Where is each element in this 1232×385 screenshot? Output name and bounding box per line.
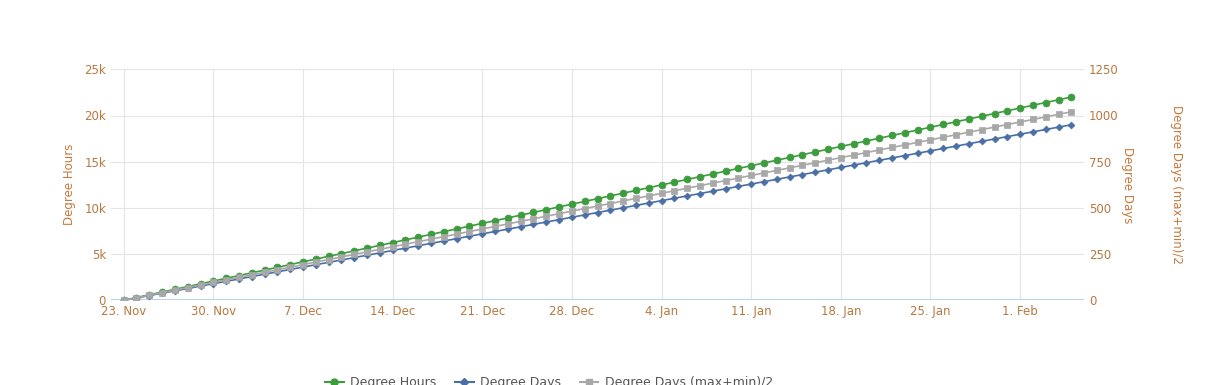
Y-axis label: Degree Hours: Degree Hours	[63, 144, 76, 226]
Text: Degree Days: Degree Days	[1121, 147, 1133, 223]
Legend: Degree Hours, Degree Days, Degree Days (max+min)/2: Degree Hours, Degree Days, Degree Days (…	[320, 371, 777, 385]
Text: Degree Days (max+min)/2: Degree Days (max+min)/2	[1170, 105, 1183, 264]
